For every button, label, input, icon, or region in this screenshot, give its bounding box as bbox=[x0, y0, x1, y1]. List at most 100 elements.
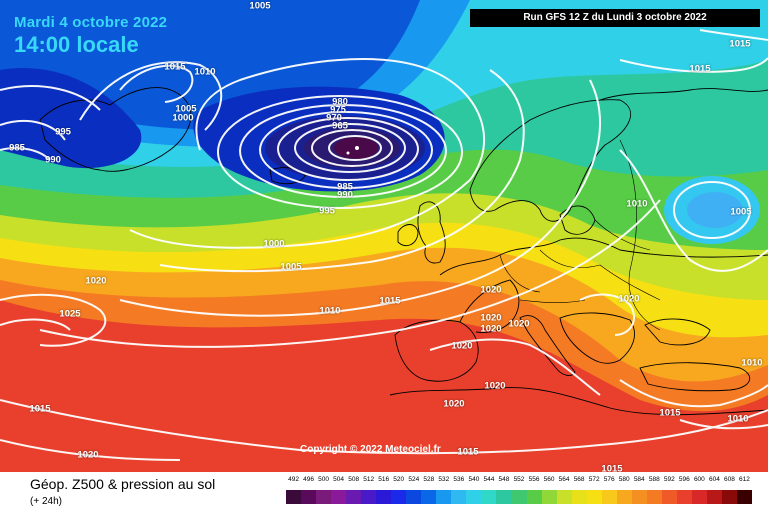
scale-swatch bbox=[376, 490, 392, 504]
scale-tick-label: 496 bbox=[303, 476, 314, 483]
colour-scale: 492 496 500 504 508 512 516 520 524 528 532 536 540 5… bbox=[286, 476, 753, 506]
scale-swatch bbox=[556, 490, 573, 504]
isobar-label: 1005 bbox=[249, 0, 271, 12]
forecast-date: Mardi 4 octobre 2022 bbox=[14, 14, 168, 31]
isobar-label: 990 bbox=[45, 154, 61, 166]
isobar-970 bbox=[311, 129, 393, 167]
scale-tick-label: 524 bbox=[408, 476, 420, 483]
balkans-coast bbox=[559, 312, 635, 364]
forecast-time: 14:00 locale bbox=[14, 32, 139, 57]
ireland-coast bbox=[397, 224, 419, 246]
scale-swatch bbox=[601, 490, 618, 504]
isobar-label: 1020 bbox=[77, 449, 99, 461]
scale-tick-label: 572 bbox=[588, 476, 600, 483]
isobar-west-1005 bbox=[0, 85, 101, 111]
germany-border bbox=[499, 254, 541, 293]
isobar-1015-se bbox=[619, 379, 768, 408]
scale-swatch bbox=[421, 490, 437, 504]
scale-swatch bbox=[301, 490, 317, 504]
scale-swatch bbox=[661, 490, 678, 504]
isobar-990 bbox=[239, 104, 447, 198]
isobar-965 bbox=[328, 135, 382, 161]
isobar-label: 1015 bbox=[29, 403, 51, 415]
scale-tick-label: 584 bbox=[633, 476, 645, 483]
isobar-label: 1020 bbox=[480, 323, 502, 335]
scale-tick-label: 500 bbox=[318, 476, 330, 483]
isobar-label: 1020 bbox=[618, 293, 640, 305]
low-centre bbox=[346, 146, 359, 155]
scale-tick-label: 544 bbox=[483, 476, 495, 483]
north-russia-coast bbox=[599, 88, 768, 101]
isobar-label: 1005 bbox=[175, 103, 197, 115]
isobar-1015 bbox=[39, 199, 661, 348]
isobar-label: 985 bbox=[9, 142, 25, 154]
lead-time: (+ 24h) bbox=[30, 496, 62, 507]
isobar-label: 990 bbox=[337, 189, 353, 201]
scale-swatch bbox=[511, 490, 527, 504]
scale-swatch bbox=[676, 490, 693, 504]
scale-swatch bbox=[406, 490, 422, 504]
isobar-1000 bbox=[129, 58, 486, 249]
isobar-label: 1015 bbox=[457, 446, 479, 458]
russia-border bbox=[619, 139, 661, 331]
scale-tick-label: 568 bbox=[573, 476, 585, 483]
scale-tick-label: 592 bbox=[663, 476, 675, 483]
isobar-1020-low-sw bbox=[0, 439, 181, 461]
isobar-1010-se bbox=[679, 419, 768, 430]
copyright-notice: Copyright © 2022 Meteociel.fr bbox=[300, 444, 441, 455]
scale-tick-label: 504 bbox=[333, 476, 345, 483]
isobar-label: 1020 bbox=[484, 380, 506, 392]
isobar-label: 1020 bbox=[480, 312, 502, 324]
weather-map bbox=[0, 0, 768, 472]
scale-tick-label: 552 bbox=[513, 476, 525, 483]
scale-tick-label: 600 bbox=[693, 476, 705, 483]
scale-tick-label: 516 bbox=[378, 476, 390, 483]
scale-tick-label: 564 bbox=[558, 476, 570, 483]
turkey-coast bbox=[639, 362, 751, 392]
isobar-label: 1005 bbox=[280, 261, 302, 273]
isobar-label: 1010 bbox=[626, 198, 648, 210]
scale-swatch bbox=[571, 490, 588, 504]
scale-tick-label: 508 bbox=[348, 476, 360, 483]
isobar-980 bbox=[277, 117, 419, 181]
isobar-label: 1025 bbox=[59, 308, 81, 320]
scale-swatch bbox=[721, 490, 738, 504]
scale-tick-label: 556 bbox=[528, 476, 540, 483]
scale-swatch bbox=[481, 490, 497, 504]
isobar-label: 1015 bbox=[689, 63, 711, 75]
isobar-1010-east bbox=[619, 149, 768, 272]
scale-swatch bbox=[316, 490, 332, 504]
scale-tick-label: 528 bbox=[423, 476, 435, 483]
scale-swatch bbox=[466, 490, 482, 504]
isobar-label: 1010 bbox=[727, 413, 749, 425]
isobar-greenland-1015 bbox=[119, 64, 194, 103]
poland-border bbox=[539, 249, 601, 269]
scale-tick-label: 548 bbox=[498, 476, 510, 483]
isobar-label: 1015 bbox=[601, 463, 623, 475]
ukraine-border bbox=[599, 264, 661, 301]
scale-tick-label: 588 bbox=[648, 476, 660, 483]
isobar-label: 1020 bbox=[451, 340, 473, 352]
isobar-label: 1010 bbox=[194, 66, 216, 78]
isobar-label: 1005 bbox=[730, 206, 752, 218]
north-africa-coast bbox=[389, 387, 768, 416]
isobar-1015-south bbox=[0, 399, 768, 455]
greenland-coast bbox=[39, 87, 192, 172]
isobar-label: 1020 bbox=[480, 284, 502, 296]
scale-swatch bbox=[691, 490, 708, 504]
scale-tick-label: 576 bbox=[603, 476, 615, 483]
isobar-1020-north bbox=[699, 29, 768, 41]
isobar-west-995 bbox=[0, 120, 66, 141]
scale-swatch bbox=[496, 490, 512, 504]
scale-tick-label: 604 bbox=[708, 476, 720, 483]
scale-tick-label: 536 bbox=[453, 476, 465, 483]
isobar-1005-low bbox=[673, 181, 751, 239]
isobar-label: 1020 bbox=[85, 275, 107, 287]
isobar-label: 995 bbox=[55, 126, 71, 138]
isobar-label: 965 bbox=[332, 120, 348, 132]
scale-swatch bbox=[616, 490, 633, 504]
iberia-coast bbox=[394, 319, 479, 382]
scale-swatch bbox=[286, 490, 302, 504]
isobar-1020 bbox=[0, 293, 107, 347]
